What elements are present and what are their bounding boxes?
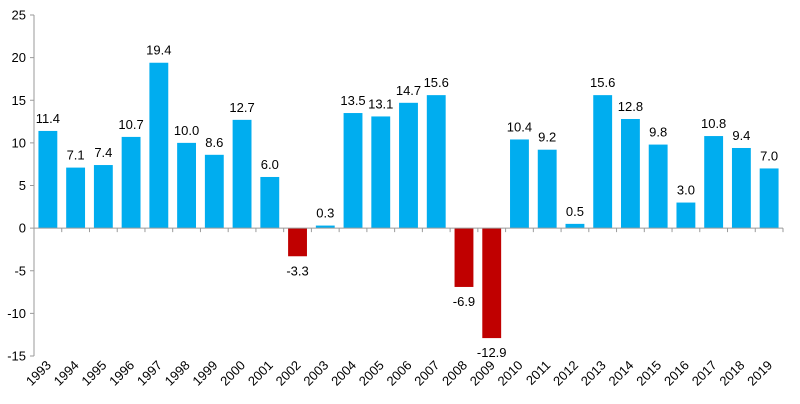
data-label-1994: 7.1 <box>67 148 85 163</box>
y-tick-label: 10 <box>12 135 26 150</box>
data-label-2007: 15.6 <box>424 75 449 90</box>
y-tick-label: 0 <box>19 221 26 236</box>
x-tick-label-2001: 2001 <box>245 358 276 389</box>
x-tick-label-1994: 1994 <box>51 358 82 389</box>
data-label-2002: -3.3 <box>286 263 308 278</box>
x-tick-label-1995: 1995 <box>78 358 109 389</box>
bar-1995 <box>93 165 113 229</box>
bar-2004 <box>343 113 363 229</box>
x-tick-label-2019: 2019 <box>744 358 775 389</box>
x-tick-label-2010: 2010 <box>495 358 526 389</box>
data-labels: 11.4 7.1 7.4 10.7 19.4 10.0 8.6 12.7 6.0 -3.3 0.3 1… <box>36 43 778 360</box>
data-label-2009: -12.9 <box>477 345 507 360</box>
y-tick-label: 15 <box>12 93 26 108</box>
x-tick-label-1993: 1993 <box>23 358 54 389</box>
bar-2016 <box>676 202 696 229</box>
data-label-2010: 10.4 <box>507 119 532 134</box>
x-tick-label-2012: 2012 <box>550 358 581 389</box>
bar-2006 <box>399 102 418 229</box>
x-tick-label-2016: 2016 <box>661 358 692 389</box>
x-tick-label-1998: 1998 <box>162 358 193 389</box>
bars <box>38 62 779 339</box>
data-label-2019: 7.0 <box>760 148 778 163</box>
y-tick-label: 20 <box>12 50 26 65</box>
x-axis-ticks <box>33 228 784 233</box>
y-tick-label: -15 <box>7 349 26 364</box>
data-label-2008: -6.9 <box>453 294 475 309</box>
bar-2014 <box>620 119 640 229</box>
bar-2012 <box>565 223 585 229</box>
y-tick-label: -10 <box>7 306 26 321</box>
bar-2000 <box>232 119 252 229</box>
data-label-2013: 15.6 <box>590 75 615 90</box>
bar-2017 <box>704 136 724 229</box>
bar-2008 <box>454 228 474 287</box>
x-tick-label-2007: 2007 <box>411 358 442 389</box>
bar-2019 <box>759 168 779 229</box>
bar-2013 <box>593 95 613 229</box>
data-label-2005: 13.1 <box>368 96 393 111</box>
x-tick-label-2006: 2006 <box>384 358 415 389</box>
y-tick-label: 25 <box>12 8 26 23</box>
x-tick-label-1996: 1996 <box>106 358 137 389</box>
bar-1998 <box>177 142 197 229</box>
x-tick-label-2000: 2000 <box>217 358 248 389</box>
data-label-2012: 0.5 <box>566 204 584 219</box>
data-label-2001: 6.0 <box>261 157 279 172</box>
data-label-1997: 19.4 <box>146 43 171 58</box>
x-tick-label-2014: 2014 <box>605 358 636 389</box>
data-label-1998: 10.0 <box>174 123 199 138</box>
bar-1994 <box>66 167 86 229</box>
data-label-1999: 8.6 <box>205 135 223 150</box>
bar-2015 <box>648 144 668 229</box>
x-tick-label-2011: 2011 <box>523 358 553 388</box>
bar-1997 <box>149 62 169 229</box>
bar-2001 <box>260 176 280 229</box>
x-tick-label-2018: 2018 <box>716 358 747 389</box>
bar-1993 <box>38 130 58 229</box>
bar-1996 <box>121 136 141 229</box>
data-label-2011: 9.2 <box>538 130 556 145</box>
data-label-2016: 3.0 <box>677 183 695 198</box>
y-tick-label: 5 <box>19 178 26 193</box>
bar-2002 <box>288 228 307 257</box>
x-tick-label-2015: 2015 <box>633 358 664 389</box>
bar-2018 <box>731 147 751 229</box>
data-label-2003: 0.3 <box>316 206 334 221</box>
data-label-2004: 13.5 <box>340 93 365 108</box>
x-tick-label-1997: 1997 <box>134 358 165 389</box>
data-label-2000: 12.7 <box>229 100 254 115</box>
bar-2003 <box>315 225 335 229</box>
bar-2010 <box>510 139 529 229</box>
data-label-1995: 7.4 <box>94 145 112 160</box>
data-label-2014: 12.8 <box>618 99 643 114</box>
data-label-2017: 10.8 <box>701 116 726 131</box>
data-label-2006: 14.7 <box>396 83 421 98</box>
x-tick-label-2009: 2009 <box>467 358 498 389</box>
bar-2007 <box>426 95 446 229</box>
data-label-1993: 11.4 <box>36 111 60 126</box>
bar-2011 <box>537 149 557 229</box>
x-tick-label-2013: 2013 <box>578 358 609 389</box>
bar-2005 <box>371 116 391 229</box>
data-label-2018: 9.4 <box>732 128 750 143</box>
x-tick-label-2003: 2003 <box>300 358 331 389</box>
x-tick-label-2002: 2002 <box>273 358 304 389</box>
x-tick-label-1999: 1999 <box>189 358 220 389</box>
bar-1999 <box>204 154 224 229</box>
y-axis-ticks: -15 -10 -5 0 5 10 15 20 25 <box>7 8 34 364</box>
x-axis-labels: 1993199419951996199719981999200020012002… <box>23 358 775 389</box>
data-label-1996: 10.7 <box>118 117 143 132</box>
y-tick-label: -5 <box>14 263 26 278</box>
x-tick-label-2005: 2005 <box>356 358 387 389</box>
x-tick-label-2004: 2004 <box>328 358 359 389</box>
x-tick-label-2017: 2017 <box>689 358 720 389</box>
x-tick-label-2008: 2008 <box>439 358 470 389</box>
data-label-2015: 9.8 <box>649 125 667 140</box>
bar-2009 <box>482 228 502 339</box>
